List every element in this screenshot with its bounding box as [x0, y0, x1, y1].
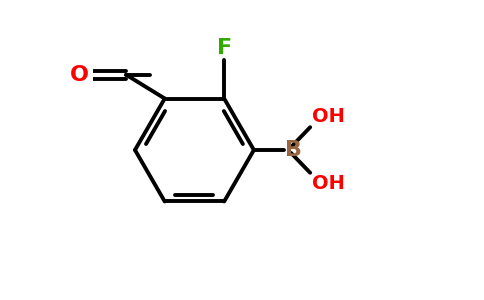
Text: OH: OH	[312, 107, 345, 126]
Text: F: F	[217, 38, 232, 58]
Text: O: O	[70, 65, 89, 85]
Text: OH: OH	[312, 174, 345, 193]
Text: B: B	[285, 140, 302, 160]
